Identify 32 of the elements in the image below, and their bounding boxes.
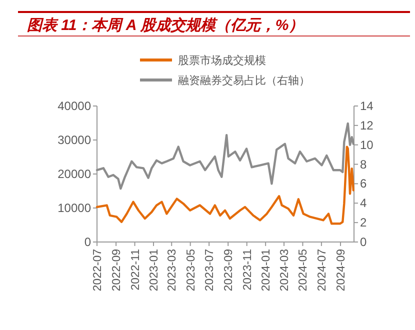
x-tick-label: 2022-07 (92, 249, 104, 292)
x-tick-label: 2023-11 (242, 249, 254, 290)
y2-tick-label: 4 (360, 196, 367, 210)
x-tick-label: 2024-03 (278, 249, 291, 292)
y2-tick-label: 8 (360, 157, 367, 172)
y2-tick-label: 14 (360, 99, 374, 113)
line-series (96, 146, 354, 225)
x-tick-label: 2024-01 (260, 249, 273, 292)
x-tick-label: 2022-11 (130, 249, 142, 290)
line-series (96, 122, 354, 190)
legend-label: 融资融券交易占比（右轴） (178, 74, 310, 87)
x-tick-label: 2024-09 (335, 249, 348, 292)
y2-tick-label: 2 (360, 216, 367, 230)
y-tick-label: 30000 (58, 133, 92, 147)
x-tick-label: 2024-07 (316, 249, 328, 292)
x-tick-label: 2023-05 (185, 249, 198, 292)
x-tick-label: 2023-09 (223, 249, 236, 292)
legend-label: 股票市场成交规模 (178, 54, 266, 67)
y2-tick-label: 10 (360, 138, 374, 152)
y2-tick-label: 6 (360, 176, 367, 191)
chart-title: 图表 11：本周 A 股成交规模（亿元，%） (27, 16, 304, 34)
y-tick-label: 0 (84, 235, 92, 249)
y2-tick-label: 0 (360, 235, 367, 249)
y-tick-label: 10000 (58, 201, 92, 215)
x-tick-label: 2024-05 (298, 249, 310, 292)
x-tick-label: 2023-07 (204, 249, 216, 292)
y2-tick-label: 12 (360, 118, 374, 132)
y-tick-label: 20000 (58, 167, 92, 181)
x-tick-label: 2023-01 (148, 249, 160, 292)
x-tick-label: 2022-09 (111, 249, 124, 292)
y-tick-label: 40000 (58, 99, 92, 113)
x-tick-label: 2023-03 (166, 249, 179, 292)
